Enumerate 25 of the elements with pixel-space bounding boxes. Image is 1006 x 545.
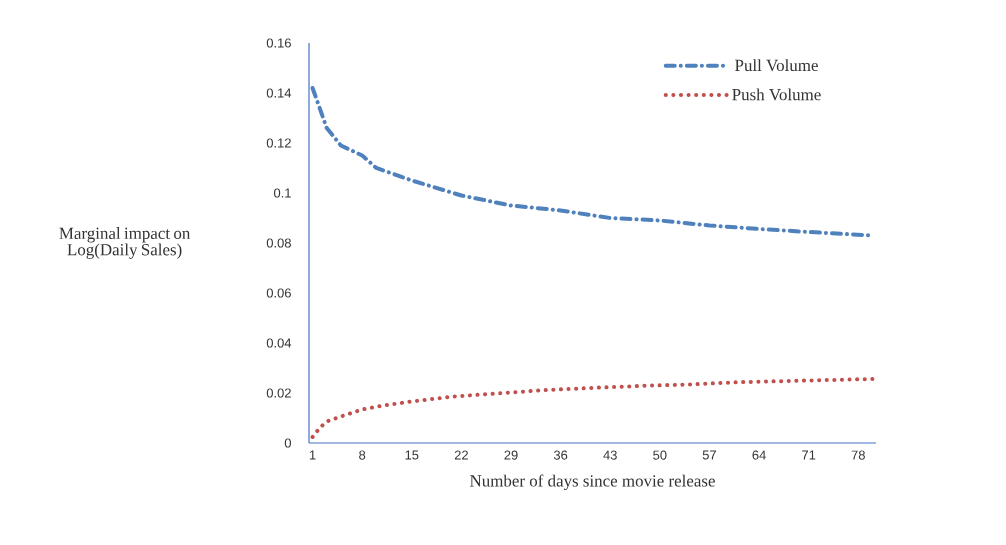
legend-label: Push Volume <box>732 88 821 101</box>
x-axis-title: Number of days since movie release <box>470 474 715 491</box>
y-tick-label: 0.1 <box>273 188 291 198</box>
x-tick-label: 71 <box>802 450 816 460</box>
x-tick-label: 29 <box>504 450 518 460</box>
x-tick-label: 43 <box>603 450 617 460</box>
y-tick-label: 0 <box>284 438 291 448</box>
x-tick-label: 8 <box>359 450 366 460</box>
legend-label: Pull Volume <box>735 59 818 72</box>
y-tick-label: 0.12 <box>266 138 291 148</box>
y-tick-label: 0.02 <box>266 388 291 398</box>
y-tick-label: 0.16 <box>266 38 291 48</box>
y-tick-label: 0.08 <box>266 238 291 248</box>
x-tick-label: 15 <box>405 450 419 460</box>
x-tick-label: 36 <box>553 450 568 460</box>
y-axis-title: Marginal impact on Log(Daily Sales) <box>59 227 191 259</box>
y-tick-label: 0.04 <box>266 338 292 348</box>
y-tick-label: 0.14 <box>266 88 292 98</box>
x-tick-label: 50 <box>653 450 667 460</box>
y-tick-label: 0.06 <box>266 288 291 298</box>
x-tick-label: 57 <box>702 450 716 460</box>
x-tick-label: 22 <box>454 450 468 460</box>
x-tick-label: 64 <box>752 450 766 460</box>
x-tick-label: 78 <box>851 450 865 460</box>
x-tick-label: 1 <box>309 450 316 460</box>
